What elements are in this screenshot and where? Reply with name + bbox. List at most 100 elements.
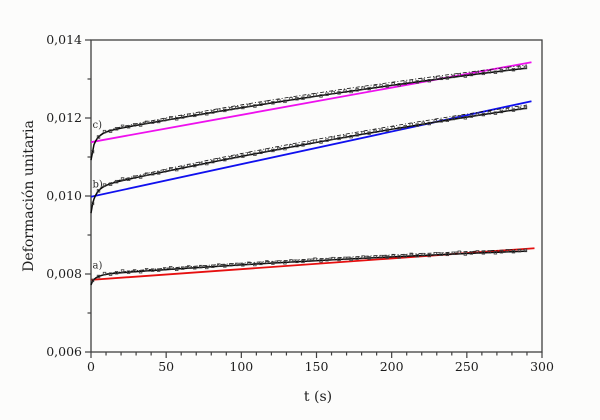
marker-c xyxy=(120,124,125,129)
marker-b xyxy=(138,175,143,179)
marker-c xyxy=(90,149,95,154)
marker-b xyxy=(253,152,257,156)
marker-b xyxy=(343,134,347,139)
marker-b xyxy=(373,129,377,134)
marker-b xyxy=(156,171,161,175)
marker-a xyxy=(193,266,197,270)
marker-c xyxy=(313,93,317,97)
x-tick-label: 100 xyxy=(229,359,253,374)
marker-a xyxy=(241,263,245,267)
marker-c xyxy=(373,85,377,89)
marker-c xyxy=(253,104,257,108)
marker-a xyxy=(247,261,251,265)
marker-a xyxy=(445,252,449,257)
marker-b xyxy=(457,115,462,119)
marker-b xyxy=(193,163,197,168)
marker-c xyxy=(126,125,131,129)
marker-a xyxy=(120,269,125,273)
marker-c xyxy=(367,86,371,91)
marker-c xyxy=(102,129,107,134)
marker-a xyxy=(337,257,341,262)
series-label-a: a) xyxy=(93,261,103,272)
marker-b xyxy=(162,169,167,173)
y-tick-label: 0,006 xyxy=(46,344,82,359)
marker-b xyxy=(439,119,443,123)
marker-c xyxy=(283,99,287,104)
marker-a xyxy=(114,271,119,275)
marker-a xyxy=(295,259,299,264)
marker-a xyxy=(367,256,371,260)
marker-b xyxy=(367,131,371,135)
marker-b xyxy=(259,150,263,155)
marker-b xyxy=(397,126,401,131)
marker-b xyxy=(229,155,233,160)
marker-b xyxy=(415,123,419,127)
dashdot-curve-c xyxy=(90,64,528,161)
x-tick-label: 200 xyxy=(380,359,404,374)
marker-c xyxy=(241,105,245,110)
marker-b xyxy=(289,144,293,148)
marker-b xyxy=(277,146,281,151)
marker-b xyxy=(174,167,179,172)
marker-a xyxy=(331,256,335,261)
marker-a xyxy=(475,250,480,254)
marker-c xyxy=(156,119,161,124)
marker-b xyxy=(132,175,137,179)
marker-a xyxy=(102,271,107,276)
marker-c xyxy=(187,113,191,117)
marker-c xyxy=(265,100,269,104)
marker-c xyxy=(481,71,486,76)
data-curve-c xyxy=(90,67,528,161)
marker-c xyxy=(247,103,251,108)
x-tick-label: 50 xyxy=(158,359,174,374)
y-axis-title: Deformación unitaria xyxy=(21,120,37,272)
marker-c xyxy=(391,82,395,86)
marker-a xyxy=(421,252,425,257)
marker-b xyxy=(319,140,323,144)
marker-a xyxy=(487,250,492,254)
marker-c xyxy=(355,88,359,92)
marker-c xyxy=(174,117,179,121)
marker-a xyxy=(469,251,474,255)
marker-b xyxy=(361,131,365,135)
marker-a xyxy=(96,274,101,279)
marker-a xyxy=(168,266,173,270)
marker-a xyxy=(343,256,347,261)
marker-c xyxy=(445,76,449,80)
marker-c xyxy=(415,80,419,84)
marker-c xyxy=(144,120,149,125)
x-tick-label: 0 xyxy=(87,359,95,374)
marker-c xyxy=(475,71,480,75)
marker-a xyxy=(379,254,383,259)
marker-a xyxy=(349,257,353,261)
marker-c xyxy=(499,69,504,73)
marker-b xyxy=(469,114,474,118)
data-curve-a xyxy=(90,250,527,286)
marker-c xyxy=(379,84,383,88)
series-label-b: b) xyxy=(93,179,103,190)
marker-c xyxy=(162,117,167,122)
y-tick-label: 0,014 xyxy=(46,32,82,47)
marker-b xyxy=(349,134,353,139)
marker-b xyxy=(481,112,486,117)
marker-b xyxy=(120,177,125,181)
marker-a xyxy=(439,252,443,256)
marker-b xyxy=(409,122,413,127)
marker-a xyxy=(144,268,149,272)
marker-a xyxy=(313,257,317,261)
marker-c xyxy=(223,108,227,113)
marker-c xyxy=(132,123,137,127)
marker-b xyxy=(487,111,492,115)
marker-b xyxy=(96,189,101,193)
marker-a xyxy=(174,267,179,271)
marker-b xyxy=(265,148,269,152)
marker-b xyxy=(379,128,383,133)
marker-b xyxy=(90,201,95,206)
marker-b xyxy=(211,159,215,164)
marker-c xyxy=(493,70,498,74)
plot-border xyxy=(90,39,543,353)
marker-c xyxy=(439,76,443,81)
marker-a xyxy=(283,261,287,265)
marker-a xyxy=(162,267,167,271)
marker-b xyxy=(433,119,437,123)
